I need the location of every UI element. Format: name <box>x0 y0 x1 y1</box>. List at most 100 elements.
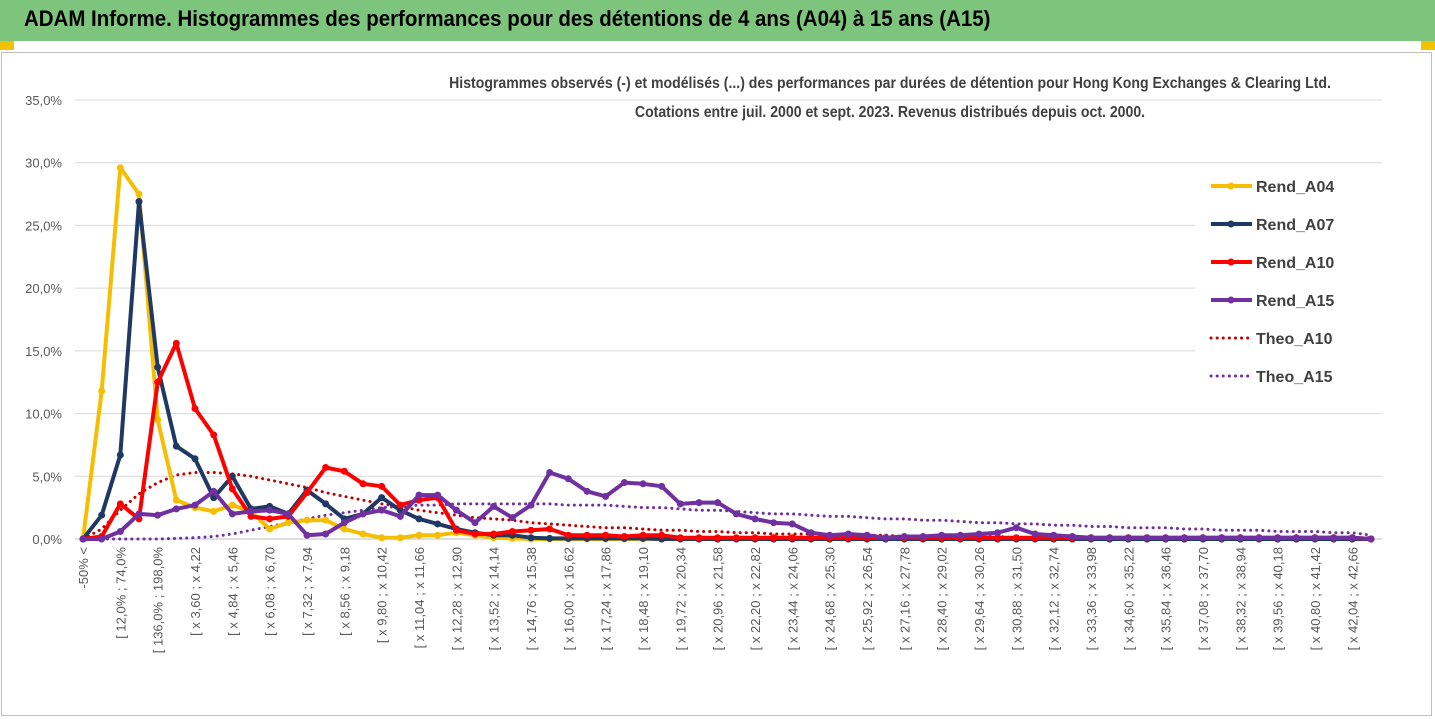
data-point-Rend_A15 <box>956 531 964 539</box>
data-point-Rend_A04 <box>116 164 124 172</box>
data-point-Rend_A15 <box>1274 534 1282 542</box>
data-point-Rend_A10 <box>116 500 124 508</box>
x-tick-label: [ x 30,88 ; x 31,50 <box>1009 547 1024 650</box>
x-tick-label: [ x 12,28 ; x 12,90 <box>449 547 464 650</box>
x-tick-label: [ x 24,68 ; x 25,30 <box>823 547 838 650</box>
series-line-Theo_A15 <box>81 502 1373 541</box>
legend-label-Rend_A07: Rend_A07 <box>1256 217 1334 234</box>
data-point-Rend_A07 <box>98 511 106 519</box>
x-tick-label: [ x 3,60 ; x 4,22 <box>188 547 203 636</box>
x-tick-label: [ x 23,44 ; x 24,06 <box>785 547 800 650</box>
x-tick-label: [ x 16,00 ; x 16,62 <box>561 547 576 650</box>
data-point-Rend_A10 <box>714 534 722 542</box>
data-point-Rend_A15 <box>919 532 927 540</box>
data-point-Rend_A15 <box>975 530 983 538</box>
data-point-Rend_A15 <box>266 506 274 514</box>
data-point-Rend_A15 <box>508 514 516 522</box>
data-point-Rend_A10 <box>172 339 180 347</box>
data-point-Rend_A15 <box>807 529 815 537</box>
x-tick-label: [ 12,0% ; 74,0% <box>113 547 128 639</box>
data-point-Rend_A07 <box>527 534 535 542</box>
corner-marker-right <box>1421 41 1435 50</box>
data-point-Rend_A15 <box>826 531 834 539</box>
data-point-Rend_A15 <box>1031 530 1039 538</box>
data-point-Rend_A10 <box>191 405 199 413</box>
data-point-Rend_A10 <box>359 480 367 488</box>
x-tick-label: [ x 29,64 ; x 30,26 <box>972 547 987 650</box>
x-tick-label: [ x 35,84 ; x 36,46 <box>1159 547 1174 650</box>
data-point-Rend_A15 <box>676 500 684 508</box>
x-tick-label: [ x 11,04 ; x 11,66 <box>412 547 427 648</box>
x-tick-label: [ x 7,32 ; x 7,94 <box>300 547 315 636</box>
y-tick-label: 5,0% <box>32 469 62 484</box>
legend-marker-Rend_A10 <box>1227 258 1235 266</box>
data-point-Rend_A10 <box>247 512 255 520</box>
x-tick-label: [ x 25,92 ; x 26,54 <box>860 547 875 650</box>
data-point-Rend_A07 <box>191 455 199 463</box>
x-tick-label: [ x 28,40 ; x 29,02 <box>935 547 950 650</box>
data-point-Rend_A15 <box>434 491 442 499</box>
data-point-Rend_A15 <box>1236 534 1244 542</box>
legend-marker-Rend_A04 <box>1227 182 1235 190</box>
data-point-Rend_A15 <box>471 519 479 527</box>
data-point-Rend_A04 <box>228 501 236 509</box>
data-point-Rend_A10 <box>807 534 815 542</box>
data-point-Rend_A07 <box>116 451 124 459</box>
x-tick-label: [ x 20,96 ; x 21,58 <box>711 547 726 650</box>
chart-title: Histogrammes observés (-) et modélisés (… <box>449 75 1331 92</box>
x-tick-label: [ x 13,52 ; x 14,14 <box>487 547 502 650</box>
data-point-Rend_A15 <box>1180 534 1188 542</box>
data-point-Rend_A15 <box>396 512 404 520</box>
data-point-Rend_A10 <box>732 534 740 542</box>
data-point-Rend_A15 <box>1199 534 1207 542</box>
data-point-Rend_A10 <box>1012 534 1020 542</box>
data-point-Rend_A15 <box>770 519 778 527</box>
data-point-Rend_A04 <box>98 387 106 395</box>
data-point-Rend_A04 <box>434 531 442 539</box>
data-point-Rend_A15 <box>1330 534 1338 542</box>
data-point-Rend_A10 <box>154 378 162 386</box>
x-tick-label: [ 136,0% ; 198,0% <box>151 547 166 654</box>
data-point-Rend_A04 <box>284 519 292 527</box>
data-point-Rend_A15 <box>1162 534 1170 542</box>
x-tick-label: [ x 14,76 ; x 15,38 <box>524 547 539 650</box>
data-point-Rend_A10 <box>583 531 591 539</box>
data-point-Rend_A15 <box>863 531 871 539</box>
data-point-Rend_A10 <box>602 531 610 539</box>
data-point-Rend_A15 <box>210 487 218 495</box>
data-point-Rend_A10 <box>770 534 778 542</box>
data-point-Rend_A10 <box>322 464 330 472</box>
data-point-Rend_A15 <box>583 487 591 495</box>
y-tick-label: 30,0% <box>25 156 62 171</box>
legend-panel <box>1195 168 1383 398</box>
data-point-Rend_A15 <box>1311 534 1319 542</box>
data-point-Rend_A10 <box>228 485 236 493</box>
data-point-Rend_A15 <box>172 505 180 513</box>
data-point-Rend_A04 <box>154 416 162 424</box>
data-point-Rend_A04 <box>210 507 218 515</box>
data-point-Rend_A04 <box>322 516 330 524</box>
data-point-Rend_A15 <box>228 510 236 518</box>
data-point-Rend_A07 <box>546 534 554 542</box>
series-line-Rend_A07 <box>81 199 1371 541</box>
data-point-Rend_A10 <box>378 482 386 490</box>
data-point-Rend_A15 <box>322 530 330 538</box>
data-point-Rend_A10 <box>471 530 479 538</box>
data-point-Rend_A15 <box>1012 524 1020 532</box>
x-tick-label: [ x 32,12 ; x 32,74 <box>1047 547 1062 650</box>
data-point-Rend_A10 <box>508 527 516 535</box>
data-point-Rend_A15 <box>1124 534 1132 542</box>
x-tick-label: [ x 33,36 ; x 33,98 <box>1084 547 1099 650</box>
data-point-Rend_A15 <box>844 530 852 538</box>
y-tick-label: 25,0% <box>25 218 62 233</box>
data-point-Rend_A15 <box>620 479 628 487</box>
data-point-Rend_A15 <box>1292 534 1300 542</box>
data-point-Rend_A15 <box>415 491 423 499</box>
y-tick-label: 35,0% <box>25 93 62 108</box>
data-point-Rend_A15 <box>1367 535 1375 543</box>
data-point-Rend_A15 <box>98 535 106 543</box>
x-tick-label: [ x 6,08 ; x 6,70 <box>263 547 278 636</box>
legend-label-Theo_A10: Theo_A10 <box>1256 331 1333 348</box>
data-point-Rend_A15 <box>1087 534 1095 542</box>
